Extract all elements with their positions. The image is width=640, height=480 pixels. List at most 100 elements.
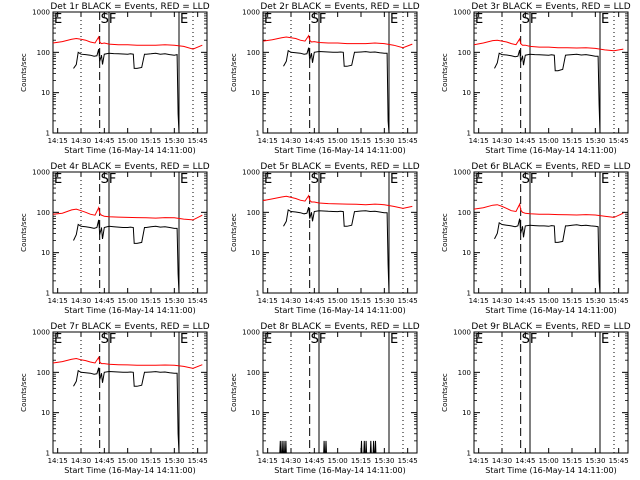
marker-label: E [390,12,398,27]
x-tick-label: 14:45 [515,137,535,145]
plot-frame [262,11,418,134]
x-tick-label: 14:15 [258,297,278,305]
x-tick-label: 15:45 [398,137,418,145]
series-lld-line [262,194,413,209]
x-tick-label: 14:45 [94,137,114,145]
series-events-line [283,47,390,134]
x-tick-label: 15:00 [118,137,138,145]
x-axis-label: Start Time (16-May-14 14:11:00) [485,306,616,315]
y-axis-label: Counts/sec [441,373,449,412]
marker-label: E [264,172,272,187]
x-tick-label: 14:30 [71,137,91,145]
x-tick-label: 15:00 [328,457,348,465]
x-axis-label: Start Time (16-May-14 14:11:00) [274,146,405,155]
marker-label: E [54,12,62,27]
plot-frame [262,331,418,454]
x-tick-label: 15:30 [164,457,184,465]
series-lld-line [52,35,203,50]
x-tick-label: 15:45 [188,137,208,145]
x-tick-label: 15:45 [398,297,418,305]
x-tick-label: 15:00 [539,457,559,465]
y-tick-label: 1 [256,130,260,138]
x-tick-label: 14:45 [304,137,324,145]
marker-label: E [54,172,62,187]
marker-label: E [390,172,398,187]
marker-label: E [264,12,272,27]
y-tick-label: 1 [256,450,260,458]
y-tick-label: 100 [37,209,50,217]
series-events-line [279,440,377,454]
x-tick-label: 15:00 [118,457,138,465]
y-tick-label: 100 [247,369,260,377]
x-tick-label: 15:15 [351,457,371,465]
x-axis-label: Start Time (16-May-14 14:11:00) [64,306,195,315]
chart-title: Det 9r BLACK = Events, RED = LLD [471,322,630,332]
y-axis-label: Counts/sec [441,213,449,252]
chart-title: Det 7r BLACK = Events, RED = LLD [50,322,209,332]
y-tick-label: 1 [467,450,471,458]
marker-label: E [601,332,609,347]
y-tick-label: 10 [41,89,50,97]
y-axis-label: Counts/sec [230,213,238,252]
chart-panel-5: Det 5r BLACK = Events, RED = LLD 1 10 100 10… [230,162,420,315]
chart-title: Det 5r BLACK = Events, RED = LLD [260,162,419,172]
chart-title: Det 1r BLACK = Events, RED = LLD [50,2,209,12]
x-tick-label: 14:45 [515,457,535,465]
x-tick-label: 14:30 [281,457,301,465]
x-tick-label: 14:15 [258,137,278,145]
x-tick-label: 15:00 [328,137,348,145]
series-lld-line [262,34,413,49]
series-lld-line [52,206,203,221]
marker-label: E [390,332,398,347]
x-tick-label: 14:30 [281,137,301,145]
y-tick-label: 1000 [32,169,50,177]
y-tick-label: 10 [251,89,260,97]
y-tick-label: 100 [458,369,471,377]
x-axis-label: Start Time (16-May-14 14:11:00) [64,146,195,155]
y-tick-label: 1000 [242,9,260,17]
x-tick-label: 15:45 [609,297,629,305]
y-axis-label: Counts/sec [20,213,28,252]
x-axis-label: Start Time (16-May-14 14:11:00) [485,466,616,475]
y-axis-label: Counts/sec [441,53,449,92]
x-tick-label: 15:00 [539,137,559,145]
y-tick-label: 1 [46,290,50,298]
chart-title: Det 4r BLACK = Events, RED = LLD [50,162,209,172]
x-tick-label: 14:30 [492,457,512,465]
x-tick-label: 15:15 [351,137,371,145]
chart-panel-6: Det 6r BLACK = Events, RED = LLD 1 10 100 10… [441,162,631,315]
chart-panel-8: Det 8r BLACK = Events, RED = LLD 1 10 100 10… [230,322,420,475]
marker-label: E [475,332,483,347]
plot-frame [473,11,629,134]
x-tick-label: 14:45 [94,457,114,465]
y-tick-label: 1000 [32,329,50,337]
x-tick-label: 14:30 [71,297,91,305]
marker-label: E [601,12,609,27]
y-tick-label: 100 [247,209,260,217]
chart-panel-4: Det 4r BLACK = Events, RED = LLD 1 10 100 10… [20,162,210,315]
marker-label: E [601,172,609,187]
y-tick-label: 1 [46,130,50,138]
x-tick-label: 15:15 [562,137,582,145]
y-tick-label: 1000 [242,329,260,337]
x-tick-label: 14:15 [469,297,489,305]
x-tick-label: 15:30 [585,297,605,305]
y-tick-label: 10 [462,89,471,97]
y-axis-label: Counts/sec [230,53,238,92]
series-events-line [73,48,180,134]
y-tick-label: 100 [458,209,471,217]
y-tick-label: 1 [256,290,260,298]
x-tick-label: 14:15 [258,457,278,465]
marker-label: E [475,12,483,27]
series-events-line [283,206,390,294]
y-tick-label: 10 [41,409,50,417]
x-axis-label: Start Time (16-May-14 14:11:00) [274,306,405,315]
x-tick-label: 15:30 [164,297,184,305]
x-axis-label: Start Time (16-May-14 14:11:00) [64,466,195,475]
y-tick-label: 1000 [242,169,260,177]
x-tick-label: 15:15 [141,297,161,305]
y-tick-label: 1 [46,450,50,458]
x-tick-label: 14:45 [515,297,535,305]
y-tick-label: 10 [462,409,471,417]
